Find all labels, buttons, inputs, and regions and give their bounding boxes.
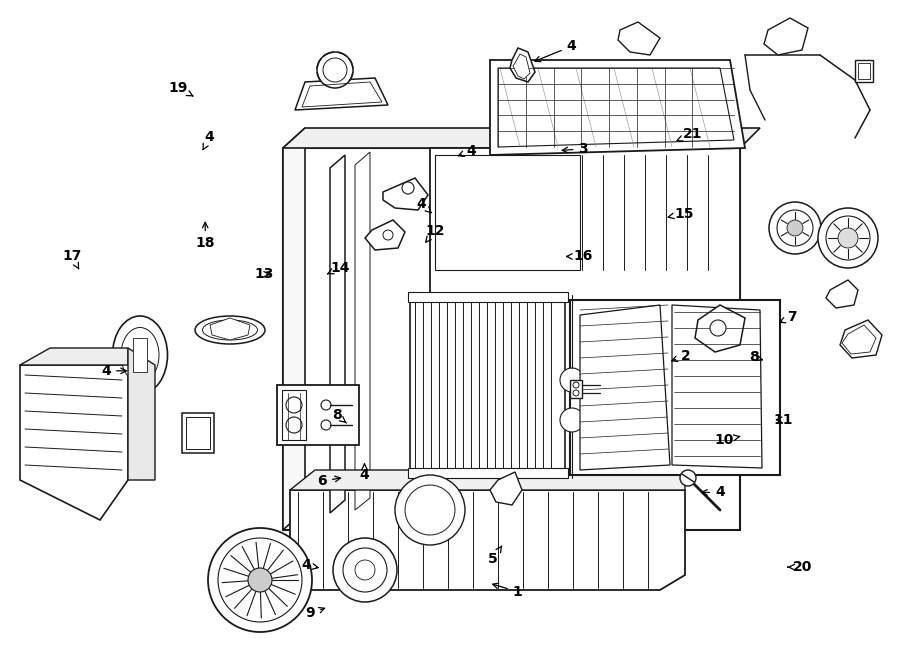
Text: 14: 14 [328,260,350,275]
Text: 17: 17 [62,249,82,269]
Text: 5: 5 [489,546,501,566]
Polygon shape [498,68,734,147]
Text: 3: 3 [562,141,588,156]
Polygon shape [764,18,808,55]
Polygon shape [842,325,876,354]
Circle shape [323,58,347,82]
Polygon shape [283,128,305,530]
Polygon shape [430,148,740,390]
Text: 7: 7 [779,310,796,325]
Ellipse shape [220,580,300,600]
Bar [277,385,359,445]
Polygon shape [330,155,345,513]
Bar [858,63,870,79]
Polygon shape [580,305,670,470]
Bar [408,292,568,302]
Circle shape [333,538,397,602]
Text: 4: 4 [458,143,476,158]
Text: 4: 4 [360,464,369,482]
Text: 11: 11 [773,412,793,427]
Polygon shape [618,22,660,55]
Text: 19: 19 [168,81,194,96]
Bar [570,300,780,475]
Circle shape [343,548,387,592]
Polygon shape [283,148,740,530]
Text: 8: 8 [332,408,347,423]
Polygon shape [435,155,580,270]
Circle shape [317,52,353,88]
Circle shape [560,408,584,432]
Text: 20: 20 [788,560,813,574]
Polygon shape [355,152,370,510]
Bar [186,417,210,449]
Ellipse shape [195,316,265,344]
Circle shape [769,202,821,254]
Polygon shape [20,365,128,520]
Polygon shape [283,128,760,148]
Bar [855,60,873,82]
Text: 1: 1 [492,583,522,599]
Polygon shape [513,54,530,79]
Polygon shape [365,220,405,250]
Circle shape [777,210,813,246]
Polygon shape [672,305,762,468]
Text: 4: 4 [417,196,431,213]
Text: 10: 10 [715,432,740,447]
Polygon shape [290,490,685,590]
Circle shape [402,182,414,194]
Polygon shape [295,78,388,110]
Bar [182,413,214,453]
Polygon shape [695,305,745,352]
Text: 2: 2 [671,348,690,363]
Circle shape [838,228,858,248]
Text: 13: 13 [254,267,274,282]
Circle shape [218,538,302,622]
Text: 21: 21 [677,127,703,141]
Text: 4: 4 [302,558,318,572]
Polygon shape [128,348,155,480]
Polygon shape [490,60,745,155]
Text: 6: 6 [318,474,340,488]
Text: 15: 15 [668,206,694,221]
Polygon shape [510,48,535,82]
Circle shape [710,320,726,336]
Text: 12: 12 [425,224,445,242]
Bar [410,295,565,475]
Bar [570,380,582,398]
Text: 4: 4 [702,485,724,500]
Ellipse shape [202,320,257,340]
Bar [408,468,568,478]
Polygon shape [290,470,685,490]
Text: 8: 8 [750,350,762,364]
Circle shape [560,368,584,392]
Circle shape [383,230,393,240]
Polygon shape [826,280,858,308]
Ellipse shape [112,316,167,394]
Polygon shape [840,320,882,358]
Circle shape [826,216,870,260]
Circle shape [405,485,455,535]
Circle shape [355,560,375,580]
Polygon shape [490,472,522,505]
Text: 9: 9 [306,606,325,621]
Text: 4: 4 [102,364,126,378]
Bar [133,338,147,372]
Circle shape [680,470,696,486]
Text: 4: 4 [535,39,576,61]
Circle shape [248,568,272,592]
Circle shape [208,528,312,632]
Bar [282,390,306,440]
Polygon shape [302,82,382,107]
Circle shape [818,208,878,268]
Circle shape [395,475,465,545]
Polygon shape [383,178,428,210]
Text: 4: 4 [203,130,214,149]
Ellipse shape [121,327,159,383]
Text: 16: 16 [567,249,593,264]
Circle shape [787,220,803,236]
Polygon shape [20,348,128,365]
Polygon shape [210,318,250,340]
Text: 18: 18 [195,222,215,251]
